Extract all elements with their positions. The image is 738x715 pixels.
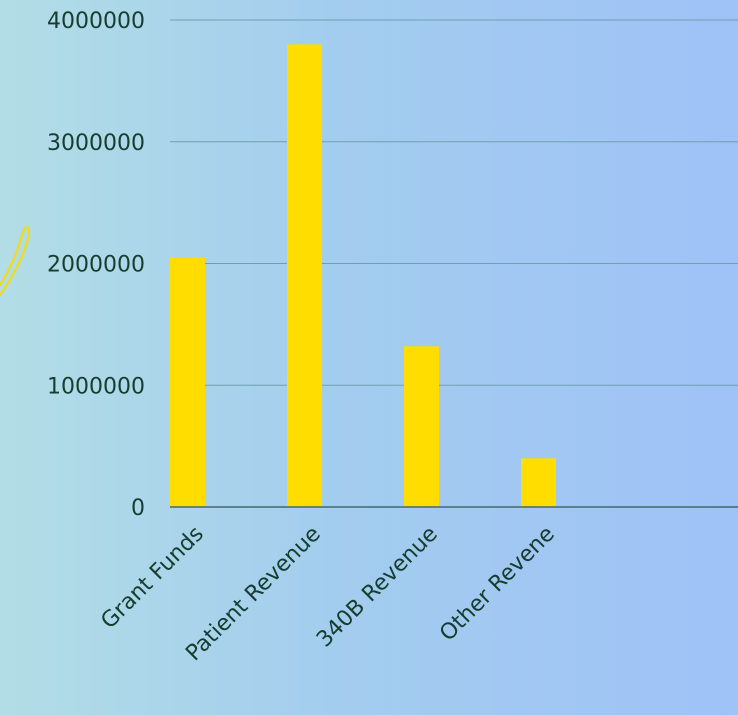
x-tick-label: Other Revene (435, 522, 560, 647)
bars (170, 44, 556, 507)
bar (404, 346, 439, 507)
x-tick-label: Grant Funds (96, 522, 208, 634)
gridlines (170, 19, 738, 386)
bar (170, 257, 205, 507)
highlight-scribble (0, 226, 30, 297)
y-tick-label: 4000000 (47, 9, 145, 34)
y-tick-label: 0 (131, 496, 145, 521)
bar (287, 44, 322, 507)
x-tick-label: 340B Revenue (312, 522, 443, 653)
y-axis-ticks: 0 1000000 2000000 3000000 4000000 (47, 9, 145, 521)
y-tick-label: 1000000 (47, 374, 145, 399)
bar (521, 458, 556, 507)
y-tick-label: 2000000 (47, 253, 145, 278)
y-tick-label: 3000000 (47, 131, 145, 156)
